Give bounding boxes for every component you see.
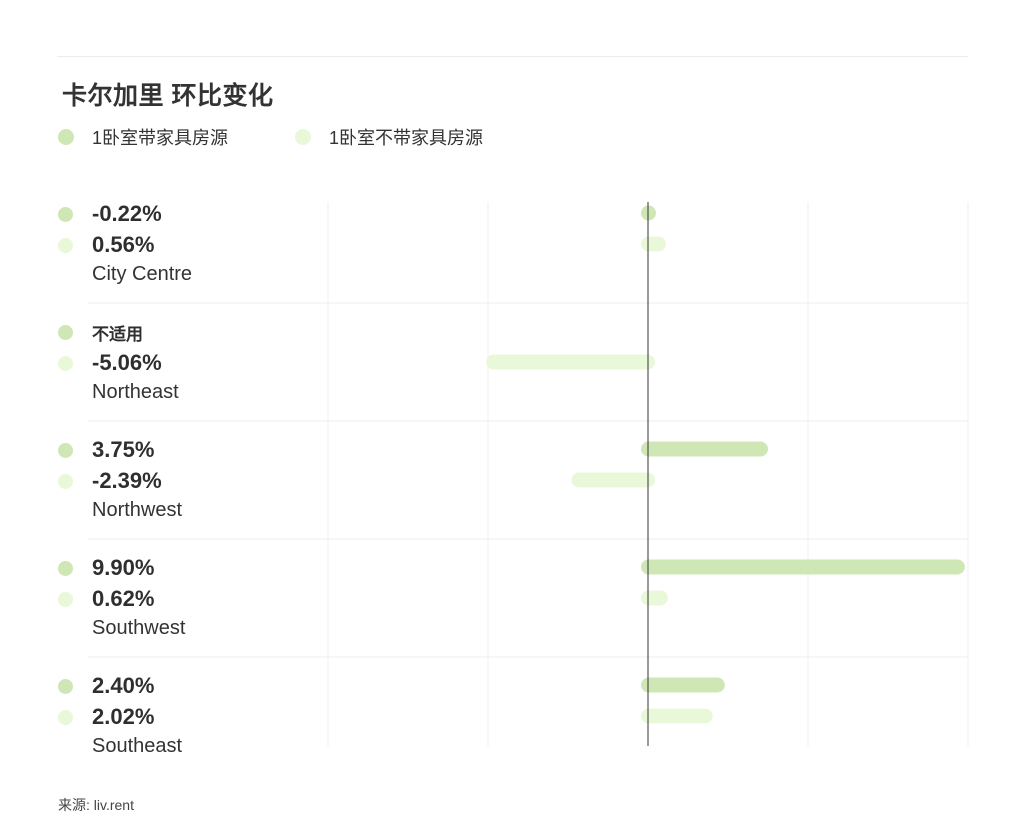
- bar-furnished: [641, 559, 965, 575]
- value-line: 0.62%: [58, 586, 155, 611]
- series-dot: [58, 324, 73, 340]
- value-line: 不适用: [58, 320, 143, 344]
- legend-label-unfurnished: 1卧室不带家具房源: [329, 128, 484, 148]
- bar-furnished: [641, 677, 725, 693]
- value-line: -2.39%: [58, 468, 162, 493]
- series-dot: [58, 473, 73, 489]
- source-note: 来源: liv.rent: [58, 797, 134, 813]
- bar-unfurnished: [641, 236, 666, 252]
- data-label: 0.62%: [92, 586, 155, 611]
- legend-item-unfurnished: 1卧室不带家具房源: [295, 124, 483, 150]
- value-line: 9.90%: [58, 555, 155, 580]
- value-line: 3.75%: [58, 437, 155, 462]
- category-label: City Centre: [92, 263, 193, 285]
- series-dot: [58, 237, 73, 253]
- series-dot: [58, 709, 73, 725]
- top-divider: [57, 56, 968, 57]
- data-label: 2.02%: [92, 704, 155, 729]
- data-label: 3.75%: [92, 437, 155, 462]
- bar-unfurnished: [641, 708, 713, 724]
- category-label: Northeast: [92, 381, 179, 403]
- data-label: 2.40%: [92, 673, 155, 698]
- series-dot: [58, 560, 73, 576]
- value-line: -5.06%: [58, 350, 162, 375]
- legend-item-furnished: 1卧室带家具房源: [58, 124, 228, 150]
- series-dot: [58, 206, 73, 222]
- data-label: 不适用: [92, 324, 143, 344]
- category-label: Southeast: [92, 735, 183, 757]
- bar-unfurnished: [641, 590, 668, 606]
- data-label: -5.06%: [92, 350, 162, 375]
- bar-unfurnished: [571, 472, 655, 488]
- legend-swatch-furnished: [58, 129, 74, 145]
- data-label: 0.56%: [92, 232, 155, 257]
- value-line: 2.02%: [58, 704, 155, 729]
- data-label: -2.39%: [92, 468, 162, 493]
- value-line: 0.56%: [58, 232, 155, 257]
- series-dot: [58, 355, 73, 371]
- chart-title: 卡尔加里 环比变化: [62, 82, 274, 110]
- data-label: 9.90%: [92, 555, 155, 580]
- bar-furnished: [641, 441, 768, 457]
- series-dot: [58, 442, 73, 458]
- legend-label-furnished: 1卧室带家具房源: [92, 128, 229, 148]
- bar-unfurnished: [486, 354, 655, 370]
- category-label: Southwest: [92, 617, 186, 639]
- data-label: -0.22%: [92, 201, 162, 226]
- legend-swatch-unfurnished: [295, 129, 311, 145]
- category-label: Northwest: [92, 499, 183, 521]
- series-dot: [58, 678, 73, 694]
- value-line: -0.22%: [58, 201, 162, 226]
- series-dot: [58, 591, 73, 607]
- value-line: 2.40%: [58, 673, 155, 698]
